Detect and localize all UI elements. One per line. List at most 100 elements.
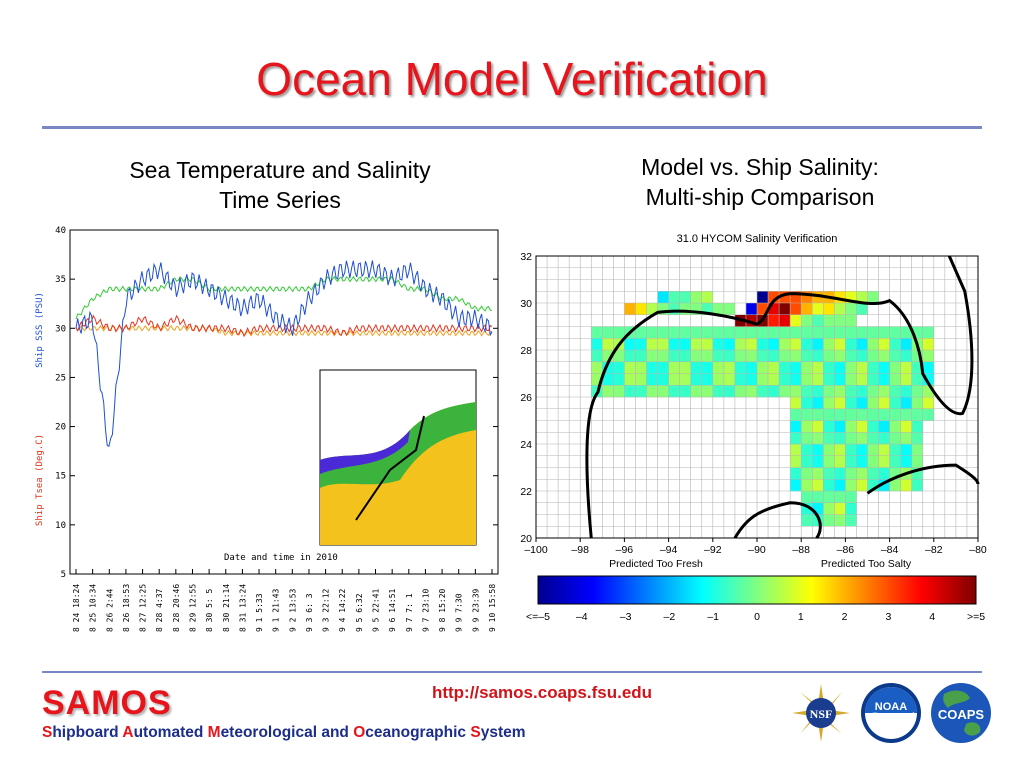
hm-cell [889,373,901,386]
hm-cell [900,455,912,468]
hm-colorbar [537,575,977,605]
ts-x-tick-label: 8 28 4:37 [155,588,164,632]
hm-cell [712,373,725,386]
hm-cell [745,314,758,327]
hm-cell [834,291,846,304]
hm-cell [823,455,835,468]
hm-cell [922,361,935,374]
hm-cell [646,350,658,363]
hm-cell [734,385,747,398]
hm-cell [911,432,924,445]
hm-cell [834,303,846,316]
ts-x-tick-label: 9 4 14:22 [338,588,347,632]
hm-cell [856,326,868,339]
ts-y-tick-label: 40 [55,226,66,236]
hm-cell [790,361,802,374]
hm-cell [878,479,890,492]
hm-cell [900,408,912,421]
hm-cell [845,361,857,374]
hm-colorbar-tick-label: 1 [798,611,804,623]
hm-cell [646,361,658,374]
hm-cell [701,291,714,304]
hm-cell [845,467,857,480]
hm-cell [867,444,879,457]
hm-cell [701,373,714,386]
hm-cell [834,314,846,327]
hm-cell [779,314,791,327]
hm-cell [900,432,912,445]
hm-cell [723,361,736,374]
hm-cell [690,338,703,351]
hm-cell [900,385,912,398]
hm-cell [635,385,647,398]
ts-x-tick-label: 8 27 12:25 [139,584,148,632]
hm-cell [878,361,890,374]
hm-cell [922,385,935,398]
hm-cell [768,303,780,316]
hm-cell [668,291,680,304]
hm-colorbar-tick-label: 4 [929,611,935,623]
ts-y-tick-label: 5 [61,570,66,580]
hm-cell [834,491,846,504]
hm-cell [922,408,935,421]
ts-inset-ship-track [355,415,425,521]
hm-cell [790,291,802,304]
hm-cell [745,326,758,339]
hm-cell [624,361,636,374]
hm-cell [878,397,890,410]
hm-cell [779,303,791,316]
hm-cell [801,432,813,445]
hm-cell [790,432,802,445]
hm-cell [812,432,824,445]
hm-cell [701,326,714,339]
hm-cell [911,397,924,410]
hm-cell [801,326,813,339]
hm-colorbar-tick-label: –2 [664,611,676,623]
left-subtitle: Sea Temperature and Salinity Time Series [60,155,500,215]
hm-cell [801,491,813,504]
hm-cell [668,361,680,374]
hm-cell [856,467,868,480]
hm-cell [701,350,714,363]
hm-cell [856,432,868,445]
hm-cell [591,326,603,339]
hm-x-tick-label: –80 [969,544,987,556]
salinity-heatmap-chart: 31.0 HYCOM Salinity Verification –100 –98 –… [520,233,987,623]
hm-cell [889,444,901,457]
hm-cell [867,350,879,363]
ts-x-tick-label: 8 26 18:53 [122,584,131,632]
ts-x-tick-label: 8 28 20:46 [172,584,181,632]
hm-cell [624,303,636,316]
hm-cell [635,326,647,339]
hm-cell [712,385,725,398]
hm-cell [911,467,924,480]
hm-cell [690,291,703,304]
hm-cell [591,361,603,374]
hm-colorbar-tick-label: >=5 [967,611,985,623]
hm-cell [900,373,912,386]
hm-cell [845,408,857,421]
hm-x-tick-label: –88 [792,544,810,556]
hm-cell [845,455,857,468]
hm-cell [823,397,835,410]
hm-cell [922,373,935,386]
ts-y-tick-label: 35 [55,275,66,285]
hm-cell [768,314,780,327]
hm-cell [624,373,636,386]
hm-cell [790,303,802,316]
hm-cell [812,338,824,351]
hm-cell [834,514,846,527]
hm-cell [602,385,614,398]
hm-cell [834,432,846,445]
samos-url-link[interactable]: http://samos.coaps.fsu.edu [431,683,653,702]
hm-cell [635,338,647,351]
hm-cell [690,373,703,386]
hm-cell [613,361,625,374]
hm-cell [911,385,924,398]
hm-cell [668,326,680,339]
hm-cell [812,326,824,339]
hm-cell [801,502,813,515]
hm-cell [845,444,857,457]
hm-cell [845,385,857,398]
ts-series-line [75,275,493,320]
